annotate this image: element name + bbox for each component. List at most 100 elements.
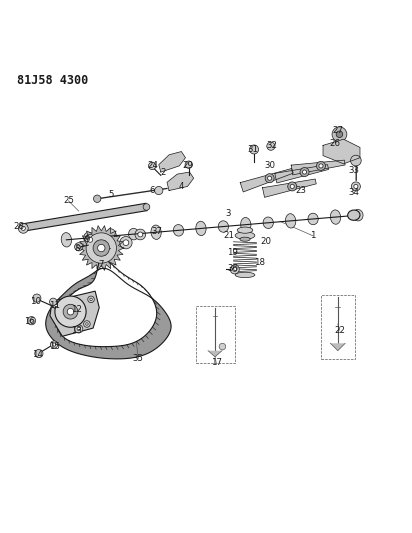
Ellipse shape [173, 224, 184, 236]
Circle shape [55, 304, 57, 306]
Circle shape [316, 161, 325, 171]
Text: 33: 33 [348, 166, 359, 174]
Text: 7: 7 [98, 260, 104, 269]
Ellipse shape [196, 221, 206, 236]
Polygon shape [159, 151, 185, 172]
Polygon shape [275, 165, 328, 183]
Circle shape [88, 296, 94, 303]
Text: 20: 20 [260, 237, 271, 246]
Polygon shape [23, 203, 147, 231]
Polygon shape [56, 258, 157, 346]
Text: 13: 13 [71, 326, 82, 335]
Circle shape [50, 341, 58, 348]
Circle shape [267, 142, 275, 150]
Text: 6: 6 [150, 186, 155, 195]
Circle shape [267, 176, 272, 180]
Circle shape [94, 195, 101, 203]
Text: 30: 30 [264, 161, 275, 171]
Circle shape [19, 223, 28, 233]
Circle shape [351, 155, 361, 166]
Circle shape [49, 298, 57, 305]
Polygon shape [240, 168, 293, 192]
Ellipse shape [218, 221, 229, 232]
Circle shape [300, 167, 309, 176]
Text: 1: 1 [310, 231, 316, 240]
Circle shape [88, 237, 93, 243]
Text: 29: 29 [182, 161, 193, 171]
Polygon shape [167, 172, 194, 190]
Circle shape [85, 235, 96, 245]
Circle shape [290, 184, 294, 189]
Circle shape [75, 325, 83, 333]
Ellipse shape [241, 217, 251, 232]
Text: 32: 32 [266, 141, 277, 150]
Text: 4: 4 [179, 182, 184, 191]
Text: 12: 12 [71, 305, 82, 314]
Circle shape [354, 184, 358, 189]
Ellipse shape [263, 217, 273, 229]
Ellipse shape [353, 209, 363, 221]
Circle shape [75, 243, 83, 251]
Text: 27: 27 [332, 126, 343, 135]
Circle shape [86, 323, 88, 325]
Text: 26: 26 [330, 139, 341, 148]
Polygon shape [323, 139, 360, 164]
Circle shape [55, 296, 86, 327]
Text: 11: 11 [49, 301, 60, 310]
Circle shape [336, 131, 343, 138]
Circle shape [233, 268, 237, 271]
Text: 17: 17 [211, 359, 222, 367]
Circle shape [265, 174, 274, 183]
Ellipse shape [235, 232, 255, 239]
Circle shape [75, 305, 82, 312]
Polygon shape [79, 225, 124, 270]
Circle shape [135, 229, 145, 240]
Circle shape [84, 321, 90, 327]
Text: 81J58 4300: 81J58 4300 [17, 74, 88, 87]
Text: 21: 21 [223, 231, 234, 240]
Bar [196, 305, 235, 363]
Circle shape [33, 294, 41, 302]
Circle shape [63, 304, 78, 319]
Ellipse shape [106, 229, 117, 243]
Circle shape [250, 145, 259, 154]
Text: 34: 34 [348, 188, 359, 197]
Text: 22: 22 [334, 326, 345, 335]
Polygon shape [291, 160, 345, 175]
Polygon shape [46, 268, 171, 359]
Text: 36: 36 [227, 264, 238, 273]
Circle shape [67, 309, 74, 315]
Text: 5: 5 [109, 190, 114, 199]
Circle shape [77, 327, 80, 330]
Text: 8: 8 [74, 244, 80, 253]
Ellipse shape [235, 272, 255, 278]
Text: 3: 3 [226, 208, 231, 217]
Circle shape [30, 319, 33, 322]
Circle shape [230, 265, 239, 274]
Text: 25: 25 [63, 196, 74, 205]
Text: 2: 2 [160, 167, 166, 176]
Text: 35: 35 [133, 354, 144, 364]
Bar [321, 295, 355, 359]
Ellipse shape [330, 210, 341, 224]
Circle shape [219, 343, 226, 350]
Circle shape [288, 182, 297, 191]
Ellipse shape [348, 210, 360, 220]
Text: 37: 37 [151, 227, 162, 236]
Circle shape [154, 187, 163, 195]
Circle shape [35, 350, 43, 358]
Text: 9: 9 [84, 235, 90, 244]
Circle shape [302, 170, 307, 174]
Circle shape [27, 317, 35, 325]
Circle shape [332, 127, 347, 142]
Circle shape [52, 343, 56, 346]
Circle shape [21, 227, 25, 230]
Polygon shape [262, 179, 316, 197]
Ellipse shape [129, 228, 139, 240]
Ellipse shape [237, 227, 253, 233]
Ellipse shape [151, 225, 161, 239]
Text: 23: 23 [295, 186, 306, 195]
Circle shape [148, 162, 156, 169]
Circle shape [138, 232, 143, 237]
Text: 31: 31 [248, 145, 259, 154]
